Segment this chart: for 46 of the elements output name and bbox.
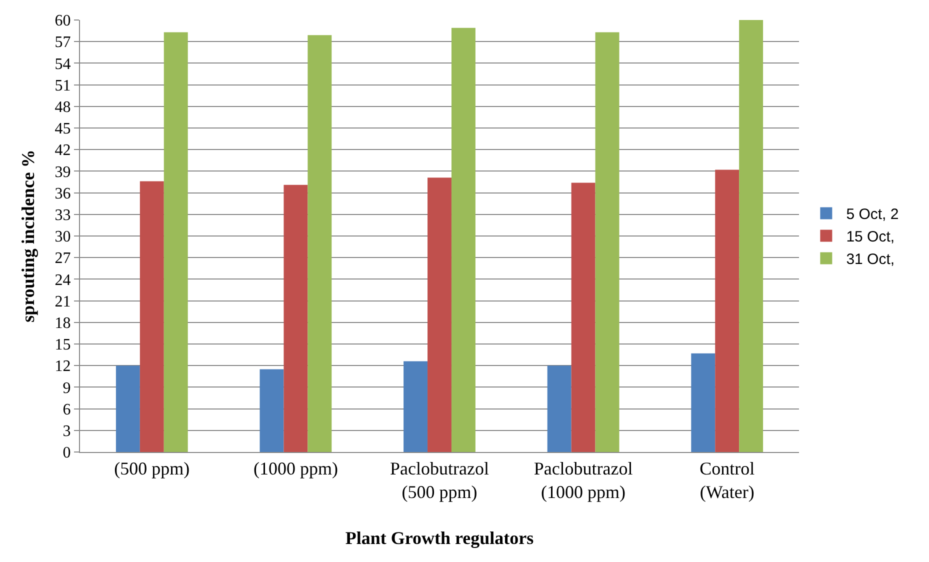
bar [595, 32, 620, 452]
x-tick-label: Paclobutrazol (1000 ppm) [534, 458, 633, 502]
y-tick-label: 6 [62, 401, 71, 418]
y-tick-label: 51 [54, 77, 71, 94]
y-tick-label: 21 [54, 293, 71, 310]
y-tick-label: 60 [54, 12, 71, 30]
bar [739, 20, 764, 452]
bar [571, 182, 596, 452]
y-tick-label: 30 [54, 228, 71, 246]
y-tick-label: 57 [54, 34, 71, 52]
bar [140, 181, 164, 452]
y-tick-label: 12 [54, 358, 71, 376]
x-tick-label: (500 ppm) [114, 458, 190, 479]
x-tick-label: (1000 ppm) [253, 458, 338, 479]
y-tick-label: 33 [54, 207, 71, 224]
y-tick-label: 42 [54, 142, 71, 160]
x-tick-label: Control (Water) [700, 458, 755, 502]
legend-label: 15 Oct, [846, 228, 895, 246]
y-tick-label: 3 [62, 423, 71, 440]
bar [116, 366, 140, 452]
y-tick-label: 15 [54, 336, 71, 354]
y-tick-label: 45 [54, 120, 71, 138]
bar [691, 353, 716, 452]
bar [260, 369, 284, 452]
y-tick-label: 48 [54, 99, 71, 116]
y-tick-label: 39 [54, 164, 71, 181]
bar [428, 178, 452, 452]
bar [404, 361, 428, 452]
bar [451, 28, 476, 452]
y-tick-label: 54 [54, 56, 71, 73]
bar [308, 35, 332, 452]
legend-label: 5 Oct, 2 [846, 206, 899, 224]
legend-label: 31 Oct, [846, 251, 895, 268]
bar [715, 170, 740, 452]
y-tick-label: 18 [54, 315, 71, 332]
y-axis-title: sprouting incidence % [18, 150, 38, 322]
y-tick-label: 24 [54, 272, 71, 289]
bar [284, 184, 308, 452]
x-tick-label: Paclobutrazol (500 ppm) [390, 458, 489, 502]
y-tick-label: 36 [54, 185, 71, 202]
bar [164, 32, 188, 452]
x-axis-title: Plant Growth regulators [345, 528, 534, 548]
bar [547, 366, 572, 452]
y-tick-label: 27 [54, 250, 71, 268]
y-tick-label: 9 [62, 380, 71, 397]
y-tick-label: 0 [62, 444, 71, 462]
